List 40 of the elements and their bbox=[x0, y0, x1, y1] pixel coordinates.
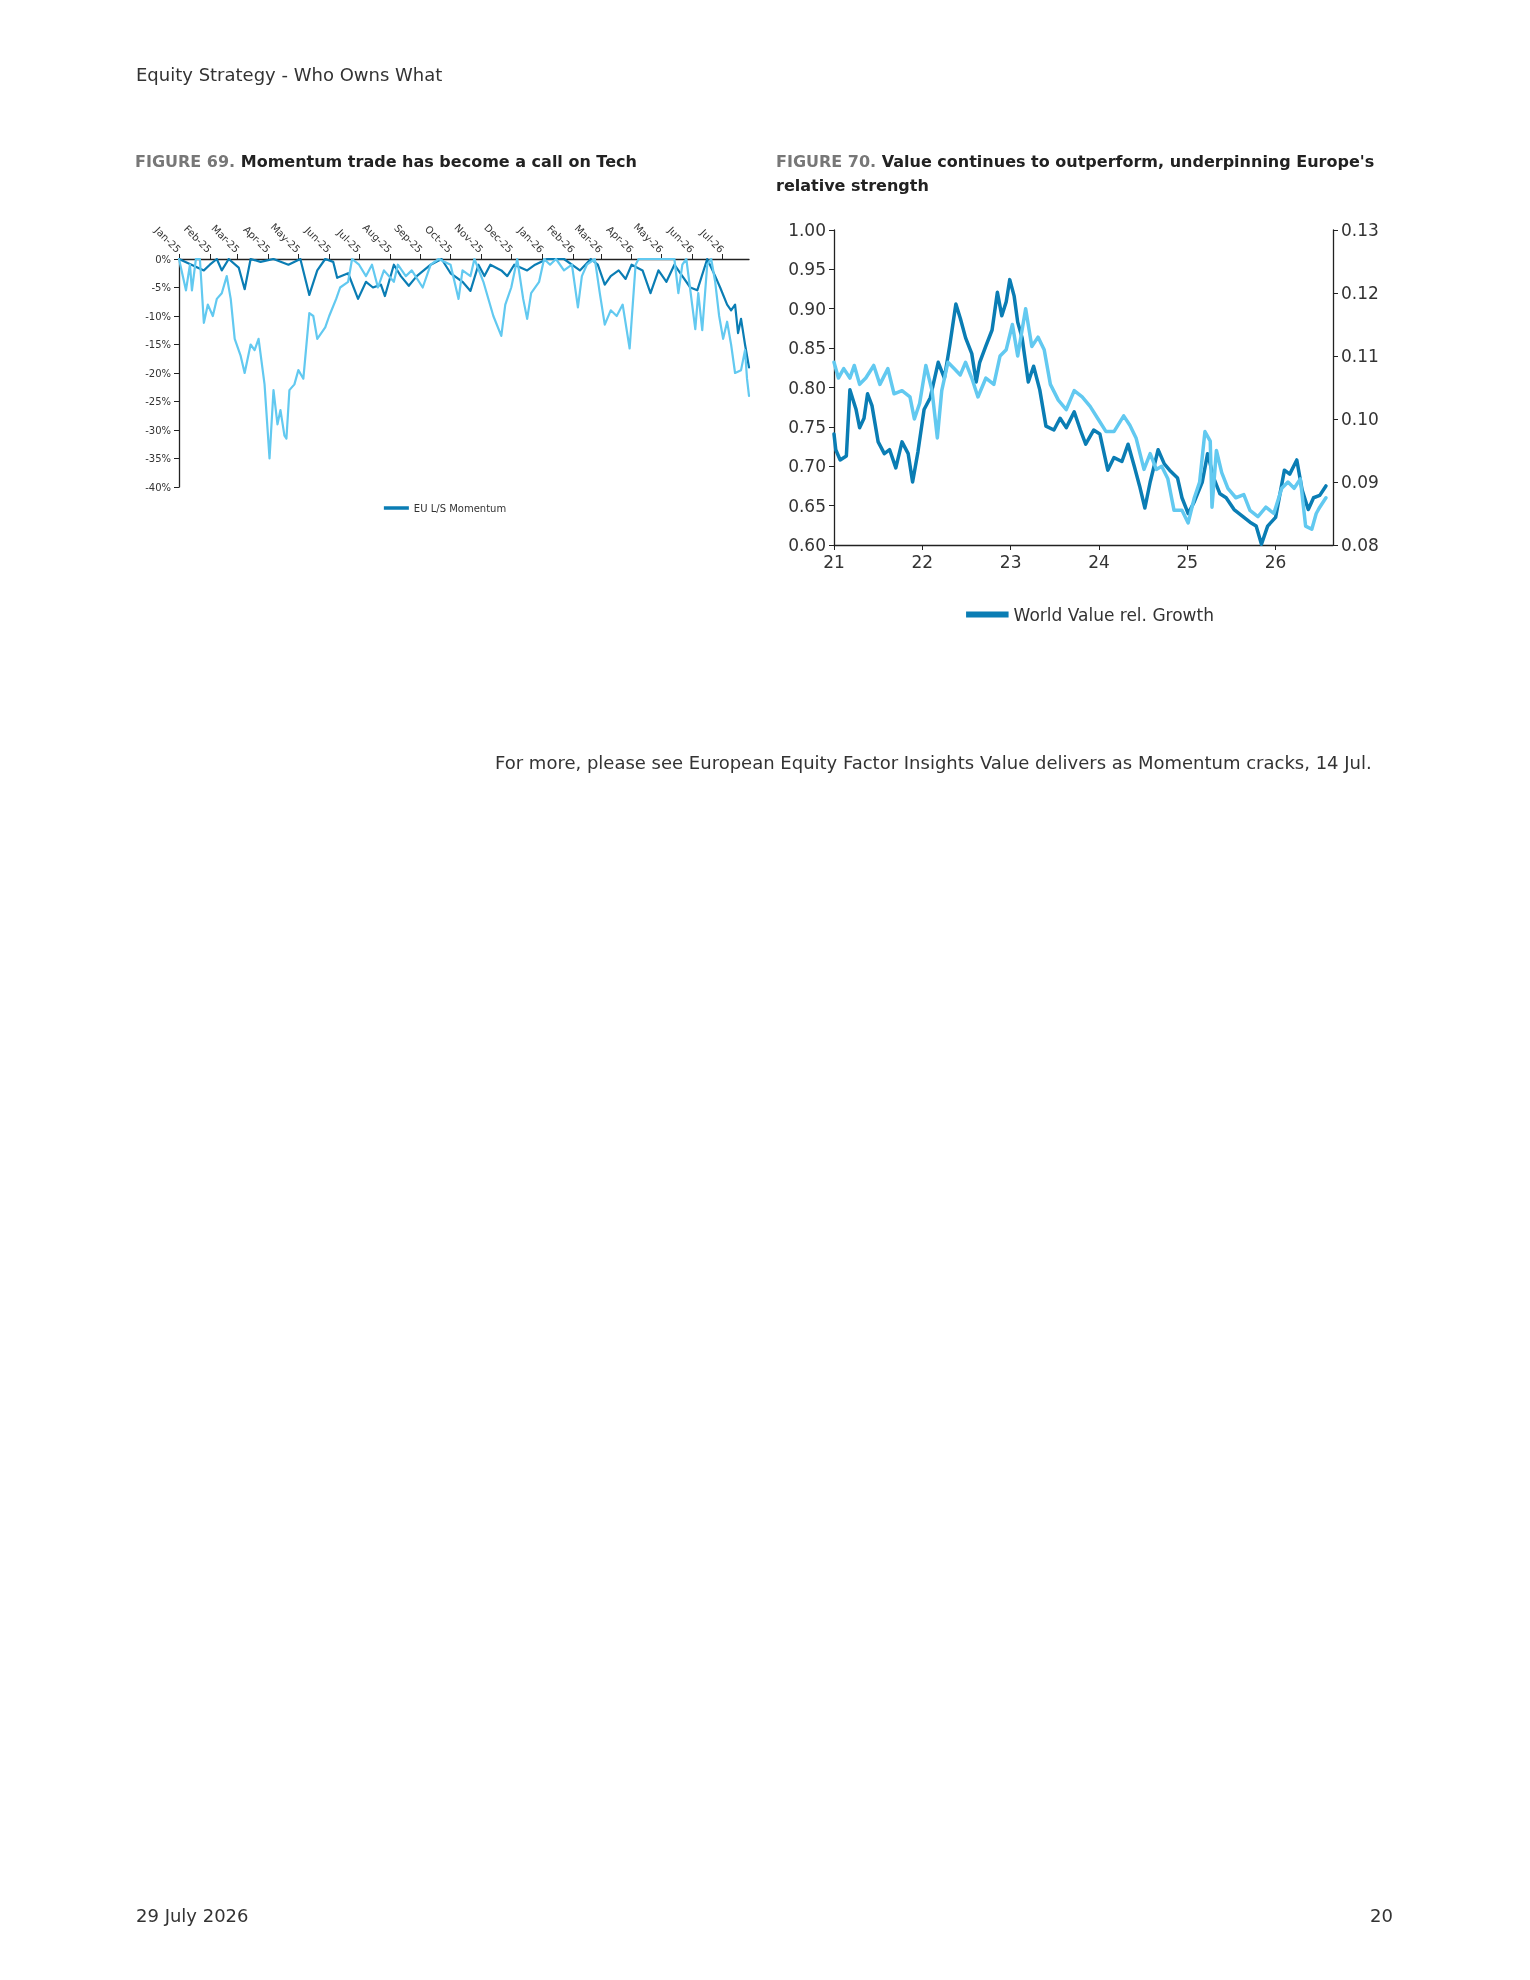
line-series bbox=[832, 307, 1328, 531]
y-tick-label: -25% bbox=[145, 396, 171, 407]
y-tick-label: 0% bbox=[155, 253, 171, 265]
legend-label: EU L/S Momentum bbox=[413, 502, 507, 514]
y-tick-label: 0.65 bbox=[788, 495, 826, 516]
y2-tick-label: 0.12 bbox=[1341, 283, 1379, 303]
y-tick-label: 1.00 bbox=[788, 220, 826, 240]
text: 29 July 2026 bbox=[136, 1905, 250, 1926]
x-tick-label: 21 bbox=[823, 551, 845, 572]
x-tick-label: 26 bbox=[1264, 551, 1287, 572]
chart-title: FIGURE 69. Momentum trade has become a call on Tech bbox=[135, 151, 638, 173]
y-tick-label: -20% bbox=[145, 367, 171, 379]
y-tick-label: 0.70 bbox=[788, 456, 826, 477]
y-tick-label: -30% bbox=[145, 424, 171, 436]
x-tick-label: 24 bbox=[1088, 551, 1110, 572]
y-tick-label: 0.90 bbox=[788, 298, 826, 319]
y2-tick-label: 0.10 bbox=[1341, 409, 1379, 429]
y-tick-label: -10% bbox=[145, 310, 171, 322]
text: 20 bbox=[1370, 1905, 1394, 1926]
legend-label: World Value rel. Growth bbox=[1013, 604, 1214, 625]
y2-tick-label: 0.13 bbox=[1341, 220, 1379, 240]
text: Equity Strategy - Who Owns What bbox=[136, 64, 444, 85]
line-series bbox=[832, 277, 1328, 546]
y2-tick-label: 0.08 bbox=[1341, 535, 1379, 555]
x-tick-label: 22 bbox=[911, 551, 934, 572]
y-tick-label: 0.75 bbox=[788, 416, 826, 437]
x-tick-label: 23 bbox=[999, 551, 1022, 572]
y2-tick-label: 0.11 bbox=[1341, 346, 1379, 366]
y-tick-label: -40% bbox=[145, 481, 171, 493]
y-tick-label: 0.95 bbox=[788, 259, 826, 280]
y2-tick-label: 0.09 bbox=[1341, 472, 1379, 492]
chart-title: FIGURE 70. Value continues to outperform, underpinning Europe's relative strength bbox=[776, 151, 1376, 197]
text: For more, please see European Equity Factor Insights Value delivers as Momentum cracks, 14 Jul. bbox=[495, 752, 1373, 773]
y-tick-label: 0.80 bbox=[788, 377, 826, 398]
y-tick-label: -35% bbox=[145, 453, 171, 464]
x-tick-label: 25 bbox=[1176, 551, 1199, 572]
y-tick-label: 0.85 bbox=[788, 338, 826, 359]
y-tick-label: -15% bbox=[145, 339, 171, 350]
y-tick-label: 0.60 bbox=[788, 535, 826, 555]
y-tick-label: -5% bbox=[151, 282, 171, 293]
